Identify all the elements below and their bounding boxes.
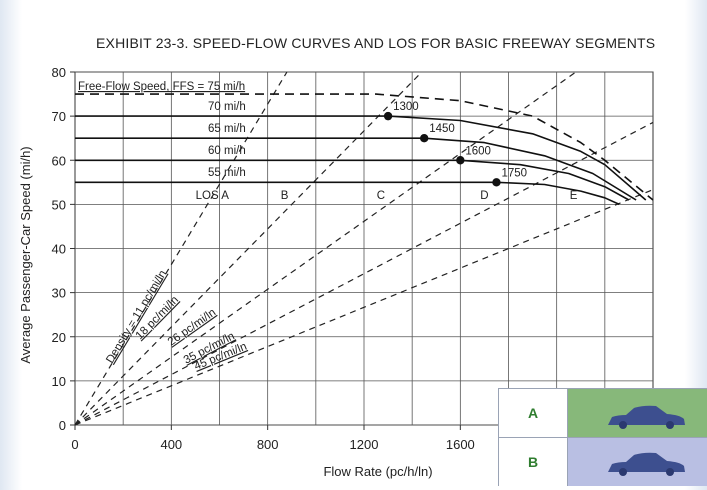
density-line	[74, 121, 654, 426]
series-curve	[75, 137, 637, 201]
y-tick-label: 60	[52, 153, 66, 168]
series-label: 60 mi/h	[208, 145, 246, 157]
breakpoint-marker	[383, 111, 393, 121]
y-tick-label: 50	[52, 197, 66, 212]
x-axis-label: Flow Rate (pc/h/ln)	[323, 464, 432, 479]
y-tick-label: 0	[59, 418, 66, 433]
breakpoint-marker	[492, 178, 501, 187]
x-tick-label: 0	[71, 437, 78, 452]
y-axis-label: Average Passenger-Car Speed (mi/h)	[18, 146, 33, 363]
breakpoint-marker	[420, 133, 429, 143]
series-label: Free-Flow Speed, FFS = 75 mi/h	[78, 81, 245, 93]
los-swatch	[568, 438, 707, 486]
x-tick-label: 1600	[446, 437, 475, 452]
density-lines	[74, 71, 654, 426]
car-icon	[608, 405, 685, 429]
series-label: 55 mi/h	[208, 167, 246, 179]
density-line	[74, 189, 654, 426]
density-line	[74, 71, 288, 426]
x-tick-label: 1200	[350, 437, 379, 452]
grid	[74, 71, 654, 426]
x-tick-label: 800	[257, 437, 279, 452]
y-tick-label: 80	[52, 65, 66, 80]
los-label: C	[377, 190, 385, 202]
series-curve	[75, 93, 654, 201]
los-letter: A	[499, 389, 568, 437]
y-tick-label: 30	[52, 286, 66, 301]
breakpoint-label: 1300	[393, 101, 419, 113]
car-icon	[608, 452, 685, 476]
series-curve	[75, 159, 630, 201]
los-row-b: B	[499, 438, 707, 486]
los-row-a: A	[499, 389, 707, 438]
los-letter: B	[499, 438, 568, 486]
y-tick-label: 70	[52, 109, 66, 124]
los-label: B	[281, 190, 289, 202]
density-line	[74, 71, 577, 426]
los-label: LOS A	[196, 190, 230, 202]
series-curve	[75, 181, 620, 206]
x-tick-label: 400	[160, 437, 182, 452]
y-tick-label: 20	[52, 330, 66, 345]
los-legend-inset: A B	[498, 388, 707, 486]
y-tick-label: 10	[52, 374, 66, 389]
breakpoint-label: 1600	[465, 145, 491, 157]
breakpoint-marker	[456, 156, 465, 165]
los-swatch	[568, 389, 707, 437]
chart-title: EXHIBIT 23-3. SPEED-FLOW CURVES AND LOS …	[96, 35, 655, 51]
breakpoint-label: 1450	[429, 123, 455, 135]
breakpoints: 1300 1450 1600 1750	[383, 101, 527, 187]
series-label: 70 mi/h	[208, 101, 246, 113]
density-line	[74, 71, 423, 426]
los-label: E	[570, 190, 578, 202]
breakpoint-label: 1750	[501, 167, 527, 179]
y-tick-label: 40	[52, 242, 66, 257]
series-label: 65 mi/h	[208, 123, 246, 135]
los-label: D	[480, 190, 488, 202]
speed-flow-curves	[75, 93, 654, 206]
